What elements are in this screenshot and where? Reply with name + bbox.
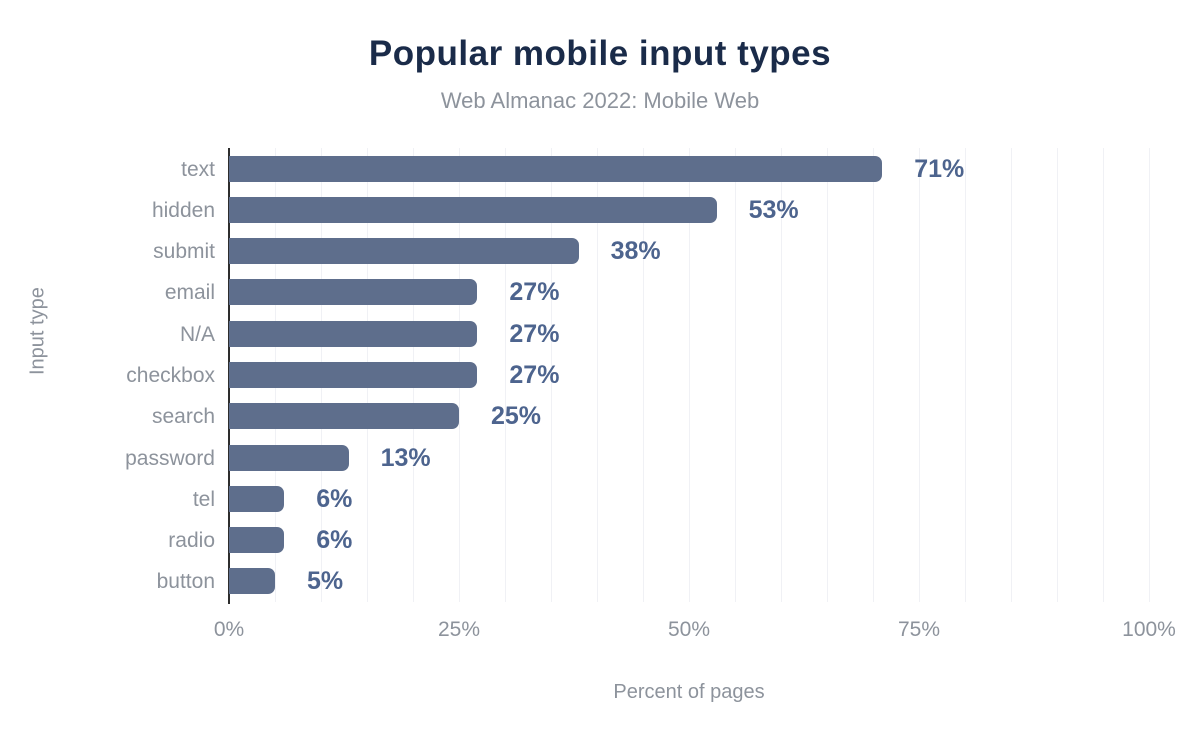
gridline	[505, 148, 506, 602]
category-label: password	[125, 446, 215, 470]
gridline	[919, 148, 920, 602]
x-tick-label: 50%	[667, 618, 711, 641]
bar-row: 6%	[229, 478, 1149, 519]
bar	[229, 279, 478, 306]
x-tick-label: 0%	[213, 618, 245, 641]
value-label: 27%	[509, 360, 560, 389]
gridline	[873, 148, 874, 602]
plot-area: 71% 53% 38% 27% 27% 27% 25% 13% 6% 6% 5%	[228, 148, 1150, 604]
x-axis-title: Percent of pages	[613, 681, 765, 703]
bar-row: 13%	[229, 437, 1149, 478]
category-label: text	[181, 157, 215, 181]
bar-row: 6%	[229, 519, 1149, 560]
category-label: email	[164, 281, 215, 305]
category-label: button	[156, 570, 215, 594]
gridline	[1011, 148, 1012, 602]
bar	[229, 361, 478, 388]
bar	[229, 527, 285, 554]
bar	[229, 320, 478, 347]
value-label: 6%	[316, 484, 353, 513]
x-axis-ticks: 0% 25% 50% 75% 100%	[214, 618, 1176, 648]
bar-row: 38%	[229, 231, 1149, 272]
value-label: 13%	[380, 443, 431, 472]
chart-title: Popular mobile input types	[368, 34, 832, 73]
gridline	[965, 148, 966, 602]
category-label: tel	[192, 487, 215, 511]
value-label: 6%	[316, 526, 353, 555]
x-tick-label: 25%	[437, 618, 481, 641]
value-label: 38%	[610, 237, 661, 266]
bar-row: 71%	[229, 148, 1149, 189]
gridline	[597, 148, 598, 602]
category-labels: text hidden submit email N/A checkbox search pa…	[0, 148, 215, 602]
gridline	[781, 148, 782, 602]
value-label: 53%	[748, 195, 799, 224]
category-label: checkbox	[126, 364, 215, 387]
gridline	[827, 148, 828, 602]
bar	[229, 568, 275, 595]
bar-row: 5%	[229, 561, 1149, 602]
bar-row: 53%	[229, 189, 1149, 230]
value-label: 71%	[914, 154, 965, 183]
gridline	[1057, 148, 1058, 602]
value-label: 27%	[509, 319, 560, 348]
category-label: search	[151, 405, 215, 429]
category-label: radio	[168, 529, 215, 553]
chart-subtitle: Web Almanac 2022: Mobile Web	[440, 88, 760, 113]
gridline	[735, 148, 736, 602]
category-label: submit	[153, 240, 215, 264]
gridline	[643, 148, 644, 602]
gridline	[1149, 148, 1150, 602]
category-label: N/A	[179, 322, 215, 346]
x-tick-label: 100%	[1122, 618, 1176, 641]
bar-row: 27%	[229, 354, 1149, 395]
gridline	[1103, 148, 1104, 602]
bar-row: 25%	[229, 396, 1149, 437]
bar	[229, 403, 459, 430]
category-label: hidden	[151, 198, 215, 222]
value-label: 5%	[307, 567, 344, 596]
bar	[229, 155, 883, 182]
value-label: 25%	[491, 402, 542, 431]
gridline	[551, 148, 552, 602]
bar-row: 27%	[229, 313, 1149, 354]
bar	[229, 485, 285, 512]
x-tick-label: 75%	[897, 618, 941, 641]
gridline	[689, 148, 690, 602]
bar-row: 27%	[229, 272, 1149, 313]
bar	[229, 444, 349, 471]
value-label: 27%	[509, 278, 560, 307]
bar	[229, 196, 717, 223]
bar	[229, 238, 579, 265]
